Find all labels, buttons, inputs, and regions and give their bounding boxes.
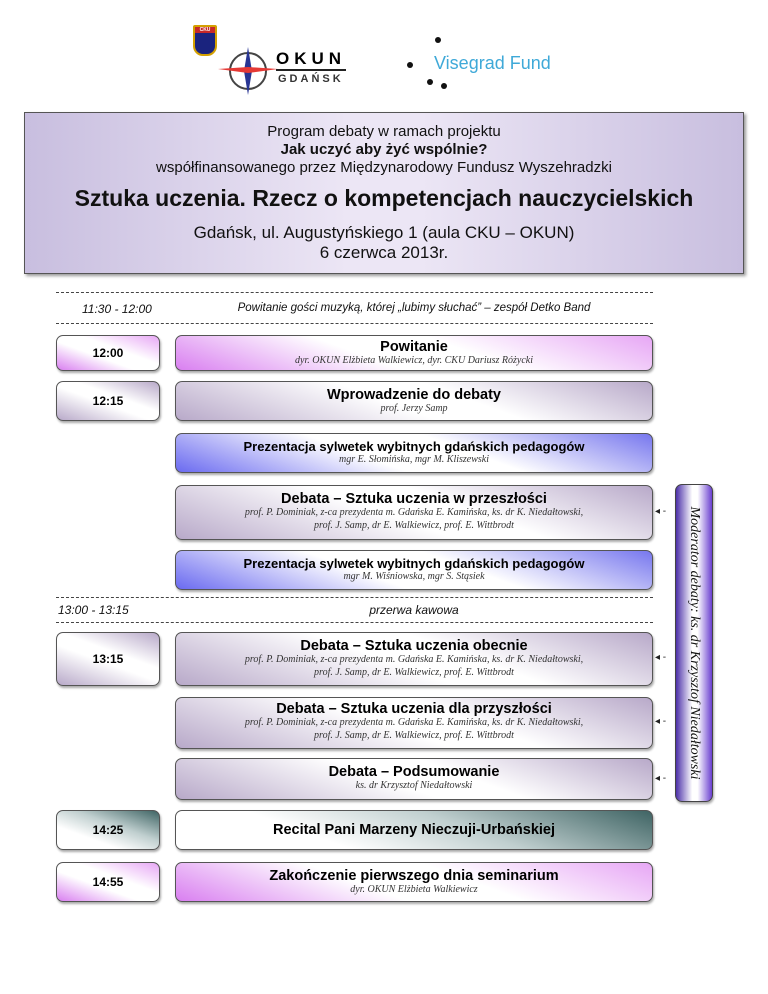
cku-text: CKU [195, 27, 215, 33]
divider [56, 323, 653, 324]
moderator-text: Moderator debaty: ks. dr Krzysztof Nieda… [687, 506, 702, 780]
time-box: 12:00 [56, 335, 160, 371]
event-title: Debata – Sztuka uczenia dla przyszłości [276, 701, 552, 717]
arrow-left-icon: ◂ - [655, 773, 667, 784]
time-box: 12:15 [56, 381, 160, 421]
event-speakers: ks. dr Krzysztof Niedałtowski [355, 780, 473, 791]
visegrad-text: Visegrad Fund [434, 53, 551, 73]
visegrad-logo: Visegrad Fund [400, 30, 580, 100]
welcome-text: Powitanie gości muzyką, której „lubimy s… [237, 302, 591, 314]
break-text: przerwa kawowa [369, 603, 459, 617]
event-speakers: mgr M. Wiśniowska, mgr S. Stąsiek [343, 571, 485, 582]
compass-icon [218, 47, 278, 95]
event-speakers: dyr. OKUN Elżbieta Walkiewicz [350, 884, 478, 895]
event-title: Zakończenie pierwszego dnia seminarium [269, 868, 559, 884]
event-box: Prezentacja sylwetek wybitnych gdańskich… [175, 550, 653, 590]
event-box: Recital Pani Marzeny Nieczuji-Urbańskiej [175, 810, 653, 850]
moderator-bar: Moderator debaty: ks. dr Krzysztof Nieda… [675, 484, 713, 802]
event-box: Debata – Podsumowanie ks. dr Krzysztof Ni… [175, 758, 653, 800]
divider [56, 292, 653, 293]
okun-text: OKUN [276, 49, 347, 71]
event-box: Wprowadzenie do debaty prof. Jerzy Samp [175, 381, 653, 421]
header-line2: Jak uczyć aby żyć wspólnie? [280, 141, 488, 158]
dots-icon [407, 37, 447, 89]
event-box: Zakończenie pierwszego dnia seminarium dy… [175, 862, 653, 902]
header-title: Sztuka uczenia. Rzecz o kompetencjach na… [74, 185, 694, 211]
welcome-time: 11:30 - 12:00 [82, 302, 152, 316]
event-box: Debata – Sztuka uczenia dla przyszłości p… [175, 697, 653, 749]
program-header: Program debaty w ramach projektu Jak ucz… [24, 112, 744, 274]
event-box: Debata – Sztuka uczenia w przeszłości pro… [175, 485, 653, 540]
cku-logo: CKU [193, 25, 217, 56]
event-box: Prezentacja sylwetek wybitnych gdańskich… [175, 433, 653, 473]
gdansk-text: GDAŃSK [278, 73, 344, 85]
event-title: Recital Pani Marzeny Nieczuji-Urbańskiej [272, 822, 556, 838]
event-speakers: prof. J. Samp, dr E. Walkiewicz, prof. E… [314, 729, 514, 741]
event-speakers: prof. J. Samp, dr E. Walkiewicz, prof. E… [314, 666, 514, 678]
break-time: 13:00 - 13:15 [58, 603, 129, 617]
header-line1: Program debaty w ramach projektu [267, 123, 501, 140]
event-speakers: dyr. OKUN Elżbieta Walkiewicz, dyr. CKU … [295, 355, 533, 366]
header-place: Gdańsk, ul. Augustyńskiego 1 (aula CKU –… [193, 222, 575, 242]
event-box: Debata – Sztuka uczenia obecnie prof. P. … [175, 632, 653, 686]
time-box: 13:15 [56, 632, 160, 686]
event-title: Powitanie [380, 339, 448, 355]
okun-logo: OKUN GDAŃSK [218, 45, 368, 95]
event-speakers: prof. P. Dominiak, z-ca prezydenta m. Gd… [244, 507, 584, 518]
event-title: Debata – Sztuka uczenia w przeszłości [281, 491, 547, 507]
event-title: Wprowadzenie do debaty [326, 387, 501, 403]
divider [56, 597, 653, 598]
time-box: 14:25 [56, 810, 160, 850]
header-date: 6 czerwca 2013r. [319, 242, 449, 262]
event-title: Debata – Sztuka uczenia obecnie [300, 638, 528, 654]
event-title: Prezentacja sylwetek wybitnych gdańskich… [243, 439, 585, 454]
arrow-left-icon: ◂ - [655, 506, 667, 517]
event-speakers: prof. P. Dominiak, z-ca prezydenta m. Gd… [244, 654, 584, 665]
event-speakers: prof. J. Samp, dr E. Walkiewicz, prof. E… [314, 519, 514, 531]
event-speakers: mgr E. Słomińska, mgr M. Kliszewski [339, 454, 489, 465]
divider [56, 622, 653, 623]
event-speakers: prof. P. Dominiak, z-ca prezydenta m. Gd… [244, 717, 584, 728]
time-box: 14:55 [56, 862, 160, 902]
event-title: Debata – Podsumowanie [328, 764, 500, 780]
header-line3: współfinansowanego przez Międzynarodowy … [156, 159, 612, 176]
arrow-left-icon: ◂ - [655, 652, 667, 663]
event-title: Prezentacja sylwetek wybitnych gdańskich… [243, 556, 585, 571]
arrow-left-icon: ◂ - [655, 716, 667, 727]
event-box: Powitanie dyr. OKUN Elżbieta Walkiewicz, … [175, 335, 653, 371]
event-speakers: prof. Jerzy Samp [380, 403, 448, 414]
